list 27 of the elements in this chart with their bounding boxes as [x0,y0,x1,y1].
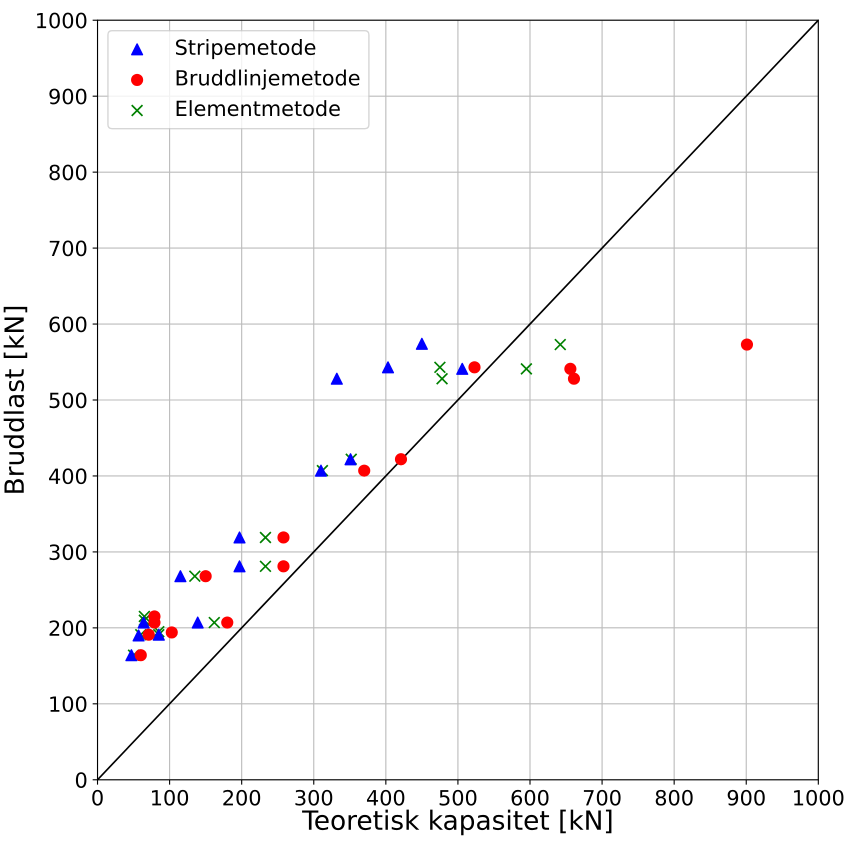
y-tick-label: 800 [49,164,86,180]
x-axis-title: Teoretisk kapasitet [kN] [302,810,612,836]
y-tick-label: 700 [50,240,86,256]
y-tick-label: 300 [50,544,86,560]
x-tick-label: 100 [152,790,188,806]
x-tick-label: 800 [656,790,693,806]
x-tick-label: 300 [295,790,332,806]
x-tick-label: 0 [92,790,103,806]
legend-label: Bruddlinjemetode [176,70,360,90]
x-tick-label: 400 [366,790,404,806]
x-tick-label: 200 [223,790,260,806]
x-tick-label: 1000 [794,790,844,806]
y-tick-label: 1000 [37,12,86,28]
y-tick-label: 900 [49,88,86,104]
y-tick-label: 200 [50,620,86,636]
legend-label: Stripemetode [176,38,316,60]
x-tick-label: 600 [512,790,548,806]
y-tick-label: 0 [76,772,86,788]
x-tick-label: 500 [440,790,476,806]
y-tick-label: 500 [50,392,86,408]
y-axis-title: Bruddlast [kN] [4,306,28,493]
y-tick-label: 400 [49,468,86,484]
legend-label: Elementmetode [176,100,340,116]
y-tick-label: 600 [49,316,86,332]
x-tick-label: 700 [584,790,621,806]
y-tick-label: 100 [50,696,86,712]
x-tick-label: 900 [728,790,765,806]
